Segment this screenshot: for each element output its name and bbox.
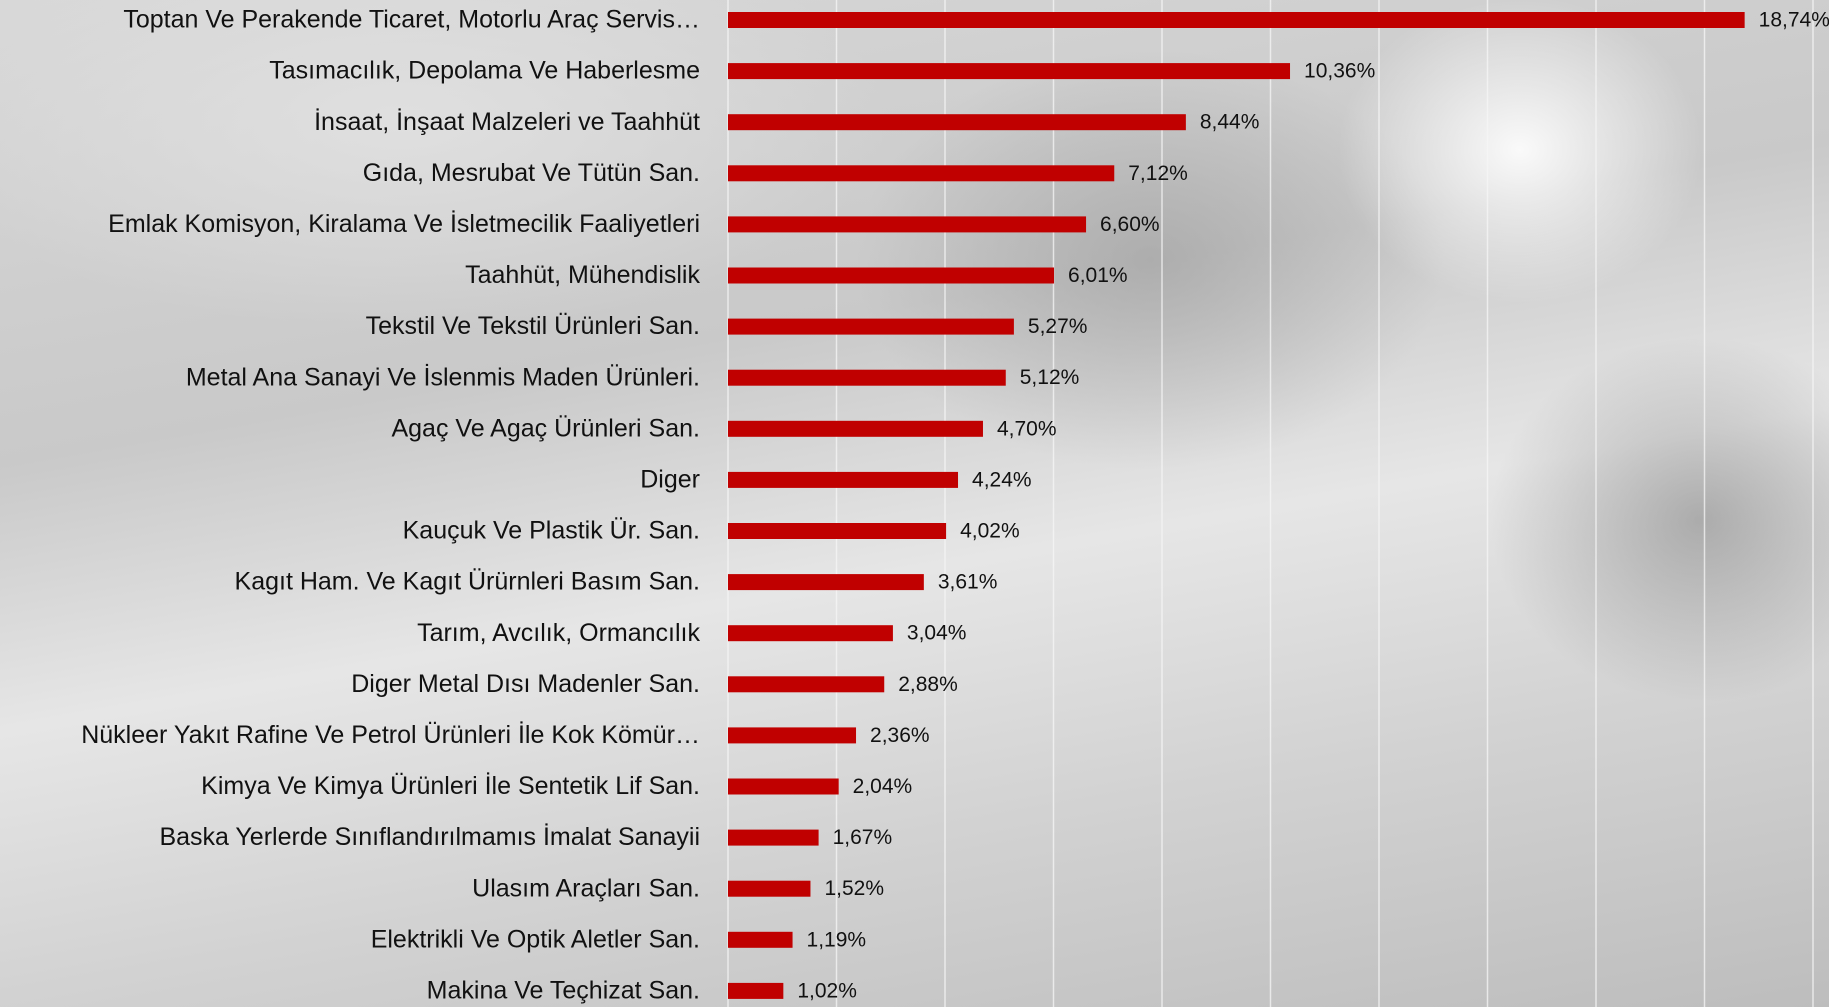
bar xyxy=(728,12,1745,28)
category-label: Kauçuk Ve Plastik Ür. San. xyxy=(403,517,700,545)
category-label: İnsaat, İnşaat Malzeleri ve Taahhüt xyxy=(314,107,700,136)
value-label: 5,12% xyxy=(1020,366,1080,389)
bar xyxy=(728,114,1186,131)
value-label: 2,04% xyxy=(853,775,913,798)
category-label: Taahhüt, Mühendislik xyxy=(465,261,700,289)
category-label: Tarım, Avcılık, Ormancılık xyxy=(417,619,700,647)
bar xyxy=(728,574,924,591)
value-label: 3,04% xyxy=(907,622,967,645)
category-label: Emlak Komisyon, Kiralama Ve İsletmecilik… xyxy=(108,209,700,238)
value-label: 6,60% xyxy=(1100,213,1160,236)
bar xyxy=(728,471,959,488)
category-label: Toptan Ve Perakende Ticaret, Motorlu Ara… xyxy=(123,6,700,34)
value-label: 4,70% xyxy=(997,417,1057,440)
value-label: 6,01% xyxy=(1068,264,1128,287)
value-label: 7,12% xyxy=(1128,162,1188,185)
bar xyxy=(728,778,839,795)
value-label: 2,36% xyxy=(870,724,930,747)
category-label: Makina Ve Teçhizat San. xyxy=(427,977,700,1005)
category-label: Diger Metal Dısı Madenler San. xyxy=(351,670,700,698)
bar xyxy=(728,318,1014,335)
value-label: 18,74% xyxy=(1759,9,1829,32)
bar xyxy=(728,931,793,948)
bar xyxy=(728,369,1006,386)
category-label: Ulasım Araçları San. xyxy=(472,874,700,902)
category-label: Diger xyxy=(640,466,700,494)
category-label: Agaç Ve Agaç Ürünleri San. xyxy=(391,414,700,442)
value-label: 5,27% xyxy=(1028,315,1088,338)
category-label: Nükleer Yakıt Rafine Ve Petrol Ürünleri … xyxy=(81,720,700,749)
bar xyxy=(728,63,1291,80)
bar xyxy=(728,982,784,999)
value-label: 1,02% xyxy=(797,979,857,1002)
bar xyxy=(728,523,947,539)
bar xyxy=(728,216,1087,233)
value-label: 2,88% xyxy=(898,673,958,696)
category-label: Tekstil Ve Tekstil Ürünleri San. xyxy=(366,312,700,340)
bar xyxy=(728,420,983,437)
category-label: Tasımacılık, Depolama Ve Haberlesme xyxy=(269,57,700,85)
value-label: 10,36% xyxy=(1304,60,1375,83)
category-label: Baska Yerlerde Sınıflandırılmamıs İmalat… xyxy=(159,822,700,851)
value-label: 4,24% xyxy=(972,468,1032,491)
bar xyxy=(728,880,811,897)
bar xyxy=(728,165,1115,182)
value-label: 1,19% xyxy=(807,928,867,951)
bar xyxy=(728,727,857,744)
bar xyxy=(728,625,893,642)
bar xyxy=(728,676,885,693)
value-label: 4,02% xyxy=(960,520,1020,543)
value-label: 1,52% xyxy=(824,877,884,900)
bar xyxy=(728,267,1055,284)
value-label: 3,61% xyxy=(938,571,998,594)
value-label: 8,44% xyxy=(1200,111,1260,134)
category-label: Kimya Ve Kimya Ürünleri İle Sentetik Lif… xyxy=(201,771,700,800)
category-label: Kagıt Ham. Ve Kagıt Ürürnleri Basım San. xyxy=(235,568,700,596)
category-label: Metal Ana Sanayi Ve İslenmis Maden Ürünl… xyxy=(186,362,700,391)
value-label: 1,67% xyxy=(833,826,893,849)
bar xyxy=(728,829,819,846)
category-label: Elektrikli Ve Optik Aletler San. xyxy=(371,925,700,953)
category-label: Gıda, Mesrubat Ve Tütün San. xyxy=(363,159,700,187)
